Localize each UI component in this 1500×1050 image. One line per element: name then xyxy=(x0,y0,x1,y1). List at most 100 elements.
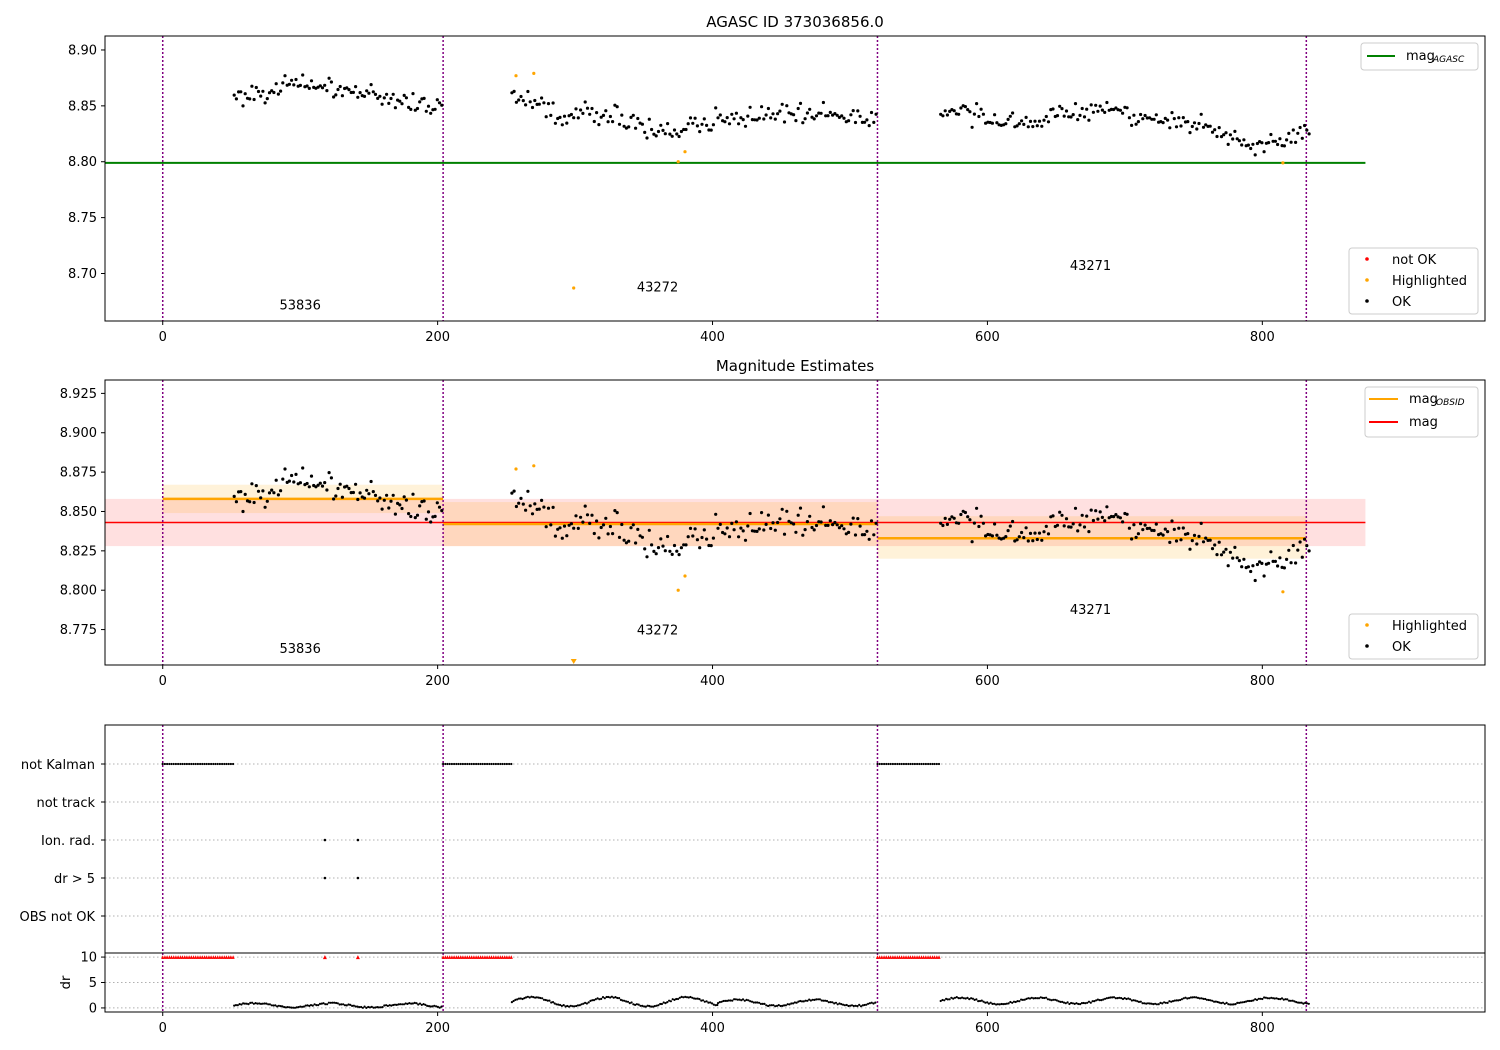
data-point xyxy=(656,129,661,134)
data-point xyxy=(323,481,327,485)
data-point xyxy=(601,113,606,117)
data-point xyxy=(263,505,267,509)
data-point xyxy=(567,523,571,527)
data-point xyxy=(305,84,309,88)
data-point xyxy=(1235,137,1239,141)
dr-point xyxy=(1030,996,1033,999)
dr-point xyxy=(669,1000,673,1003)
data-point xyxy=(1125,106,1129,110)
data-point xyxy=(1289,140,1293,144)
data-point xyxy=(874,521,878,525)
data-point xyxy=(1233,545,1237,550)
dr-point xyxy=(283,1006,286,1009)
data-point xyxy=(1282,566,1286,570)
dr-point xyxy=(1284,998,1287,1001)
dr-point xyxy=(605,995,608,999)
data-point xyxy=(828,110,832,114)
dr-point xyxy=(968,998,971,1001)
dr-point xyxy=(576,1004,580,1007)
data-point xyxy=(1022,122,1026,126)
data-point xyxy=(634,541,638,545)
data-point xyxy=(734,111,739,115)
data-point xyxy=(234,97,238,101)
data-point xyxy=(1188,547,1192,551)
dr-point xyxy=(799,999,802,1003)
data-point xyxy=(1098,104,1102,108)
flag-point xyxy=(218,762,221,766)
data-point xyxy=(250,84,254,88)
dr-point xyxy=(399,1003,402,1006)
data-point xyxy=(1300,555,1304,559)
data-point xyxy=(679,129,684,134)
dr-point xyxy=(635,1003,639,1006)
data-point xyxy=(391,92,395,96)
data-point xyxy=(562,524,567,528)
dr-point xyxy=(386,1004,389,1008)
data-point xyxy=(1091,518,1095,523)
data-point xyxy=(993,113,997,117)
data-point xyxy=(429,520,433,524)
flag-point xyxy=(913,762,917,766)
dr-point xyxy=(1291,999,1294,1002)
data-point xyxy=(972,112,977,116)
dr-point xyxy=(259,1002,263,1006)
dr-point xyxy=(989,1001,992,1004)
dr-point xyxy=(539,996,542,1000)
legend-marker xyxy=(1365,278,1369,282)
dr-point xyxy=(598,998,601,1001)
dr-point xyxy=(263,1002,266,1005)
data-point xyxy=(787,519,791,523)
flag-point xyxy=(168,762,171,766)
dr-point xyxy=(961,996,964,999)
clipped-dr-marker xyxy=(882,955,886,959)
data-point xyxy=(975,506,979,510)
data-point xyxy=(565,534,569,538)
data-point xyxy=(863,120,867,124)
data-point xyxy=(952,516,956,520)
data-point xyxy=(373,92,378,96)
data-point xyxy=(1190,124,1194,129)
flag-point xyxy=(356,838,360,842)
data-point xyxy=(654,134,658,138)
dr-point xyxy=(326,1003,329,1006)
data-point xyxy=(1215,134,1219,139)
data-point xyxy=(365,488,369,492)
dr-point xyxy=(758,1001,761,1004)
dr-point xyxy=(784,1004,788,1007)
dr-point xyxy=(1193,996,1196,999)
dr-point xyxy=(817,998,820,1001)
data-point xyxy=(1017,122,1021,126)
dr-point xyxy=(1136,1000,1139,1003)
dr-point xyxy=(966,996,969,1000)
clipped-dr-marker xyxy=(483,955,487,959)
data-point xyxy=(1060,513,1064,517)
dr-point xyxy=(349,1003,352,1007)
data-point xyxy=(739,116,743,120)
data-point xyxy=(796,106,800,111)
data-point xyxy=(510,491,514,495)
flag-point xyxy=(216,762,219,766)
dr-point xyxy=(1150,1002,1153,1005)
dr-point xyxy=(673,998,676,1002)
dr-point xyxy=(1111,996,1114,999)
data-point xyxy=(1222,133,1226,137)
data-point xyxy=(707,543,711,548)
data-point xyxy=(599,525,603,530)
data-point xyxy=(583,504,587,508)
data-point xyxy=(402,93,406,97)
dr-point xyxy=(847,1004,850,1008)
data-point xyxy=(1089,103,1093,107)
flag-point xyxy=(922,762,925,766)
dr-point xyxy=(258,1002,261,1005)
dr-point xyxy=(943,999,946,1002)
data-point xyxy=(272,491,276,495)
dr-point xyxy=(986,1001,989,1004)
data-point xyxy=(638,534,642,538)
data-point xyxy=(867,124,871,128)
dr-point xyxy=(252,1002,255,1005)
data-point xyxy=(367,91,371,95)
data-point xyxy=(959,512,963,517)
flag-point xyxy=(192,762,195,766)
clipped-dr-marker xyxy=(926,955,930,959)
